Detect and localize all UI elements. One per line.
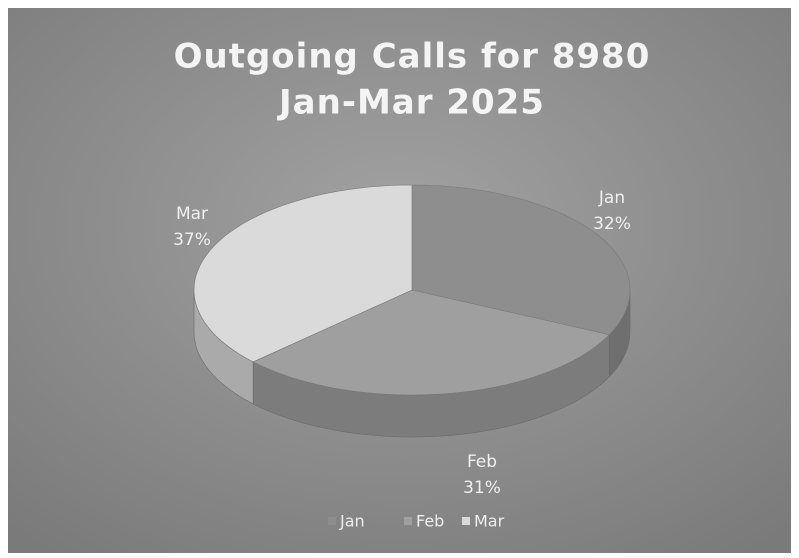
slice [193,184,413,363]
data-label-category: Feb [467,452,497,472]
data-label-category: Jan [598,188,625,208]
chart-title: Outgoing Calls for 8980 [174,37,651,77]
chart-subtitle: Jan-Mar 2025 [277,83,545,123]
slice [252,289,610,396]
legend-label: Jan [339,512,365,531]
data-label-value: 32% [593,214,631,234]
data-label-category: Mar [176,204,208,224]
data-label-value: 37% [173,230,211,250]
legend-label: Feb [416,512,444,531]
legend-label: Mar [474,512,505,531]
legend-swatch [404,517,412,525]
slice [411,184,631,336]
legend-swatch [328,517,336,525]
data-label-value: 31% [463,478,501,498]
legend-swatch [462,517,470,525]
